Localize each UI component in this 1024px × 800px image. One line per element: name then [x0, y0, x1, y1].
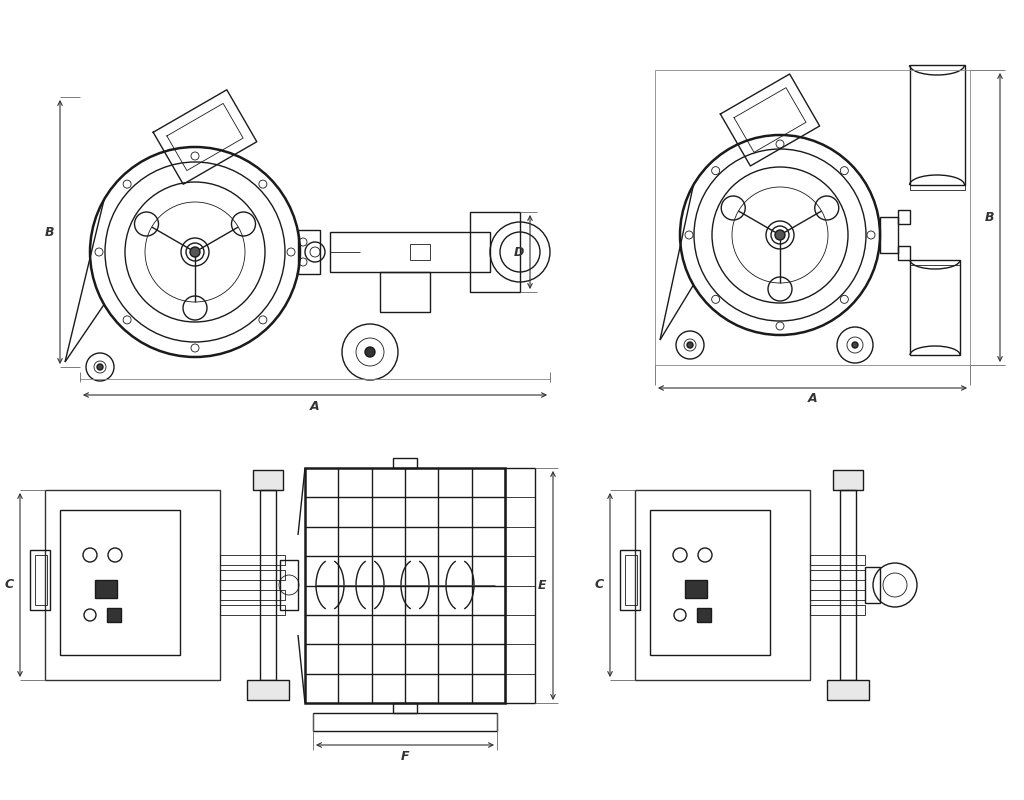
Bar — [625, 555, 637, 605]
Text: F: F — [400, 750, 410, 762]
Bar — [220, 570, 285, 580]
Bar — [253, 470, 283, 490]
Bar — [505, 468, 535, 703]
Bar — [220, 555, 285, 565]
Bar — [898, 246, 910, 260]
Bar — [410, 244, 430, 260]
Bar — [685, 580, 707, 598]
Circle shape — [687, 342, 693, 348]
Bar — [393, 703, 417, 713]
Bar — [833, 470, 863, 490]
Bar — [380, 272, 430, 312]
Bar — [305, 468, 505, 703]
Text: E: E — [538, 579, 546, 592]
Bar — [35, 555, 47, 605]
Bar — [470, 212, 520, 292]
Bar — [840, 490, 856, 680]
Bar — [220, 590, 285, 600]
Text: D: D — [514, 246, 524, 258]
Bar — [60, 510, 180, 655]
Text: A: A — [310, 399, 319, 413]
Bar — [697, 608, 711, 622]
Bar — [655, 70, 970, 365]
Bar — [313, 713, 497, 731]
Bar — [220, 605, 285, 615]
Circle shape — [775, 230, 785, 240]
Bar — [880, 217, 898, 253]
Bar — [106, 608, 121, 622]
Bar — [393, 458, 417, 468]
Bar — [45, 490, 220, 680]
Bar — [865, 567, 880, 603]
Bar — [910, 260, 961, 265]
Text: C: C — [4, 578, 13, 591]
Bar — [810, 555, 865, 565]
Circle shape — [97, 364, 103, 370]
Text: B: B — [44, 226, 53, 238]
Bar — [910, 65, 965, 185]
Bar — [298, 230, 319, 274]
Circle shape — [365, 347, 375, 357]
Bar — [635, 490, 810, 680]
Bar — [810, 570, 865, 580]
Bar — [810, 605, 865, 615]
Bar — [650, 510, 770, 655]
Bar — [910, 185, 965, 190]
Bar — [247, 680, 289, 700]
Bar — [620, 550, 640, 610]
Bar — [95, 580, 117, 598]
Circle shape — [852, 342, 858, 348]
Text: A: A — [808, 393, 817, 406]
Bar — [910, 260, 961, 355]
Text: B: B — [984, 211, 993, 224]
Bar — [898, 210, 910, 224]
Bar — [280, 560, 298, 610]
Bar — [30, 550, 50, 610]
Bar — [260, 490, 276, 680]
Bar — [810, 590, 865, 600]
Circle shape — [190, 247, 200, 257]
Text: C: C — [595, 578, 603, 591]
Bar — [827, 680, 869, 700]
Bar — [330, 232, 490, 272]
